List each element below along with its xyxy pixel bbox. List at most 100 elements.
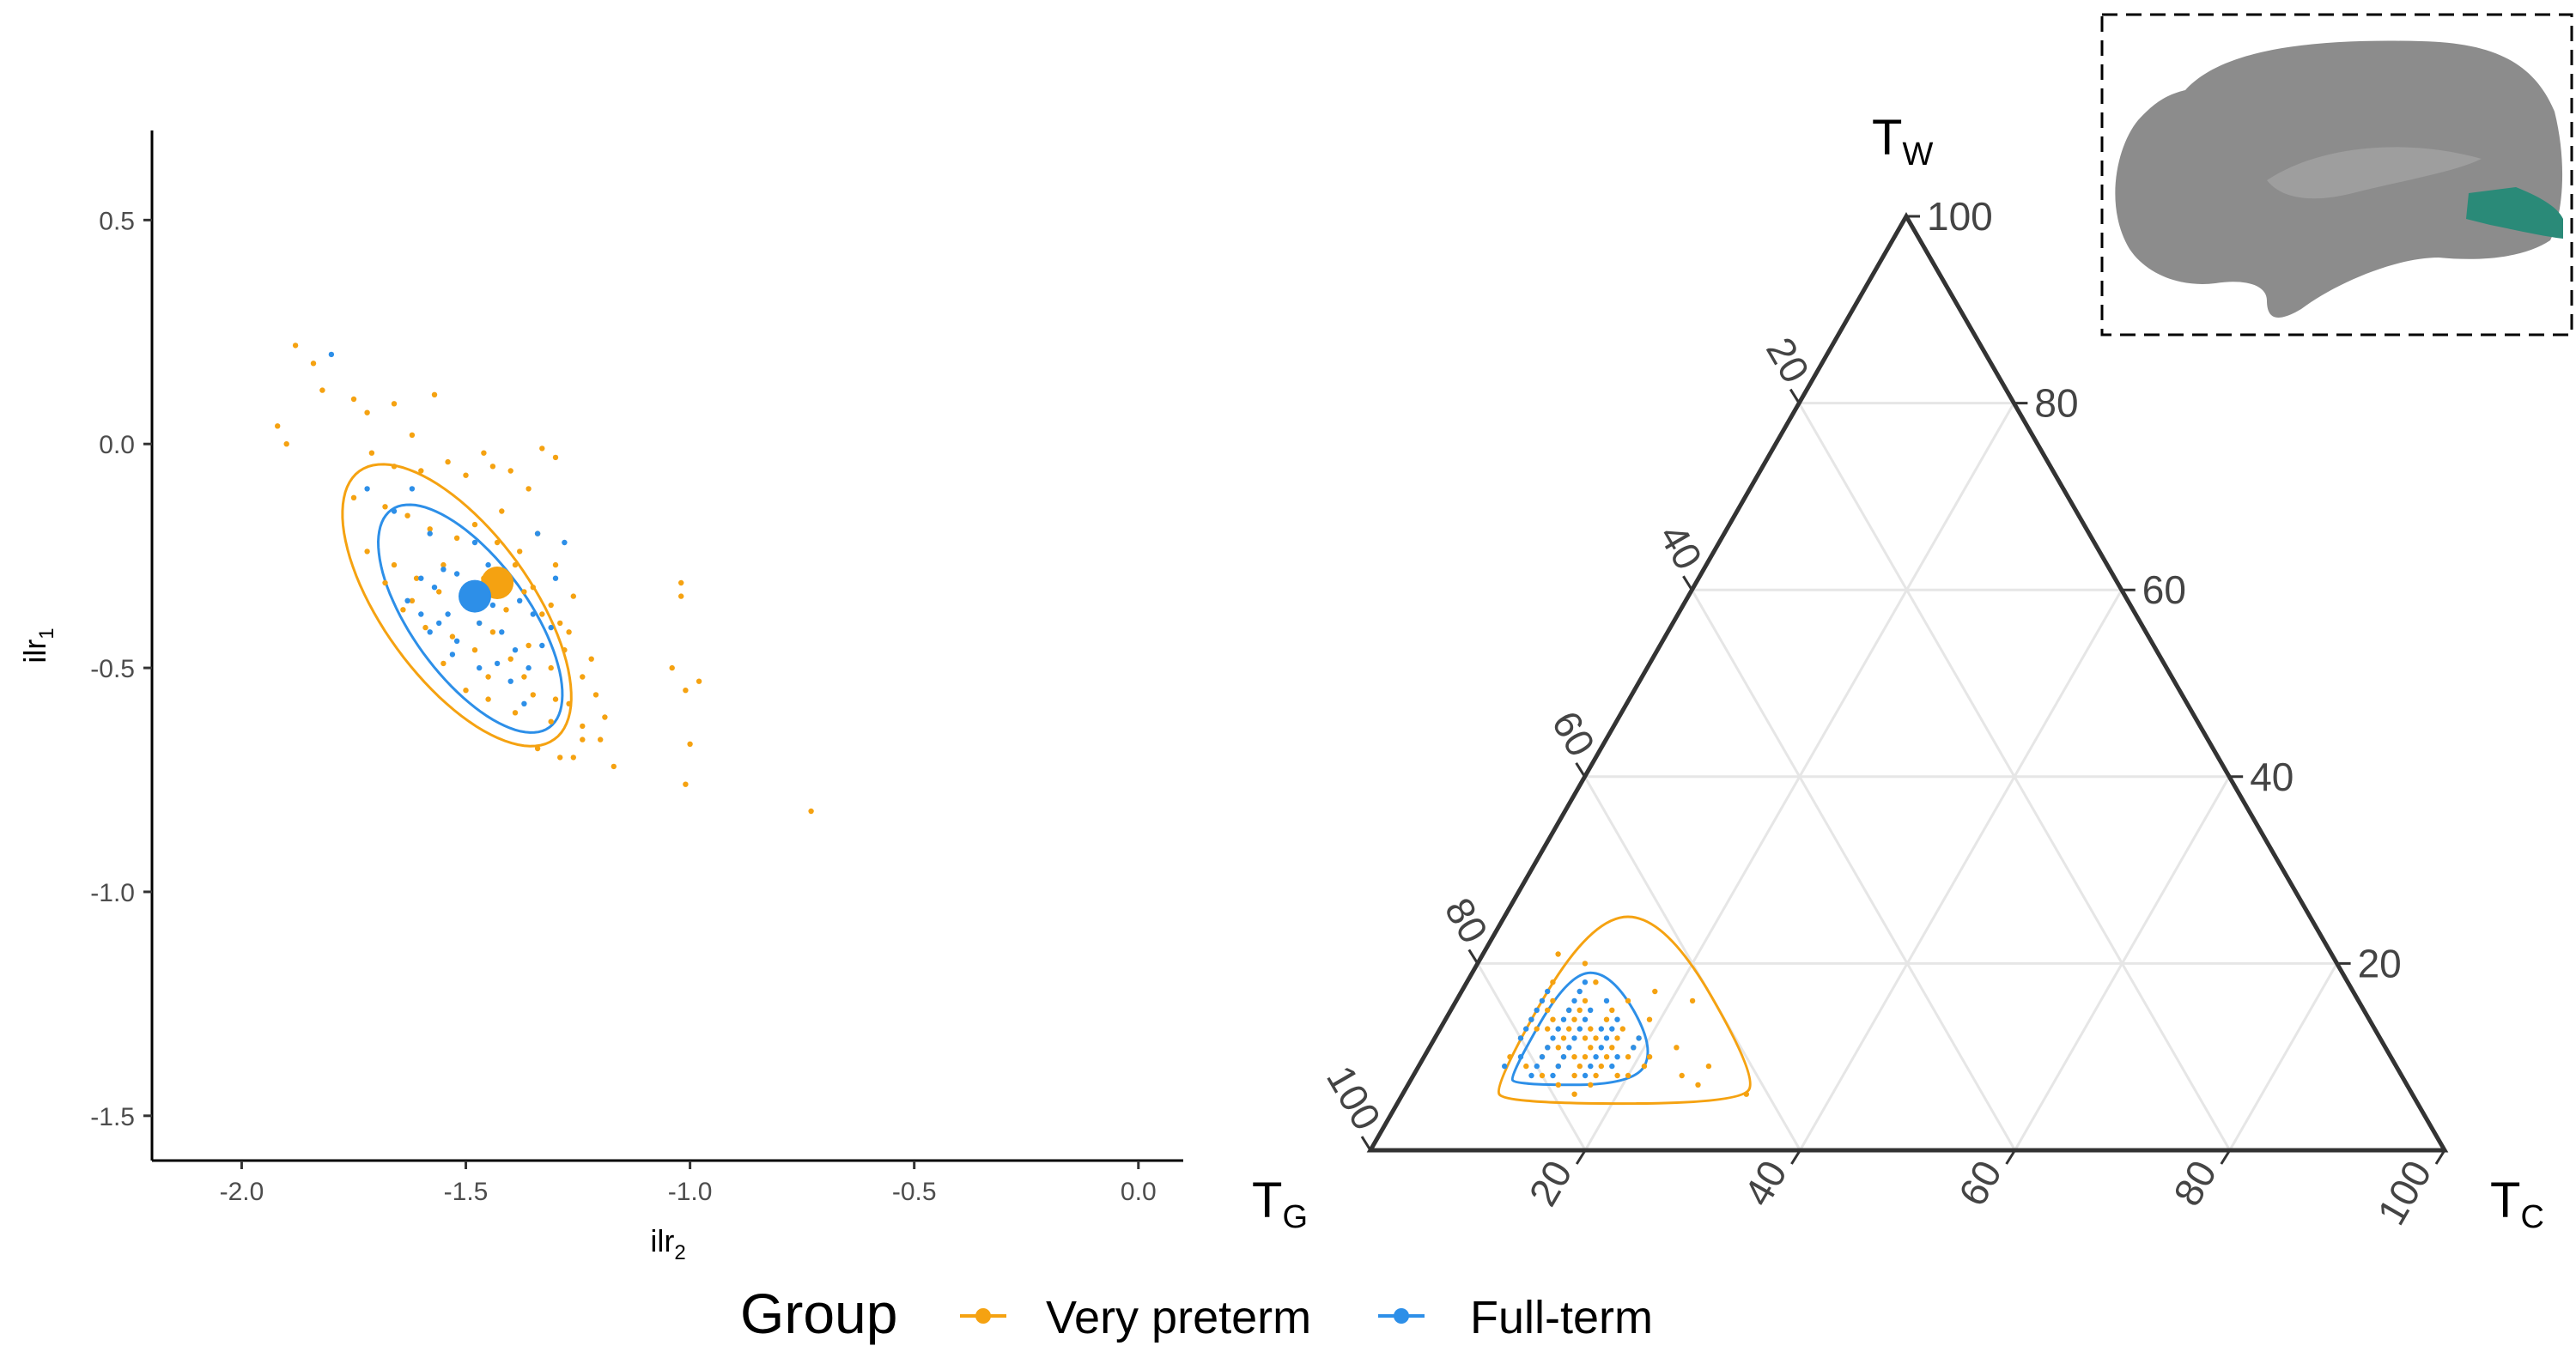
- scatter-point-full_term: [440, 567, 447, 573]
- ternary-point-very_preterm: [1593, 1035, 1599, 1041]
- y-tick-label: -1.0: [90, 879, 135, 907]
- grid-line-c: [1799, 589, 2123, 1151]
- ellipse-full_term: [376, 503, 564, 734]
- scatter-point-full_term: [471, 539, 478, 546]
- ternary-point-very_preterm: [1593, 1072, 1599, 1079]
- scatter-point-very_preterm: [557, 620, 563, 627]
- scatter-point-very_preterm: [588, 656, 594, 662]
- scatter-point-very_preterm: [808, 808, 814, 815]
- ternary-point-full_term: [1560, 1016, 1567, 1022]
- scatter-point-full_term: [449, 652, 456, 658]
- scatter-point-very_preterm: [669, 664, 675, 671]
- ternary-point-very_preterm: [1571, 1091, 1577, 1097]
- ternary-point-full_term: [1517, 1054, 1524, 1060]
- legend-title: Group: [740, 1282, 897, 1345]
- ternary-point-very_preterm: [1582, 997, 1589, 1004]
- scatter-point-very_preterm: [580, 737, 586, 743]
- tick-mark-g: [1360, 1136, 1372, 1151]
- ternary-point-very_preterm: [1582, 961, 1589, 967]
- ternary-point-very_preterm: [1588, 1026, 1594, 1032]
- scatter-point-very_preterm: [350, 494, 357, 500]
- grid-line-g: [1583, 776, 1801, 1151]
- ternary-point-full_term: [1614, 1016, 1620, 1022]
- ternary-point-very_preterm: [1550, 997, 1556, 1004]
- grid-line-c: [2014, 776, 2231, 1151]
- tick-label-c: 20: [1520, 1153, 1581, 1213]
- ternary-point-very_preterm: [1582, 1035, 1589, 1041]
- ternary-point-full_term: [1614, 1054, 1620, 1060]
- scatter-point-full_term: [530, 611, 536, 617]
- ternary-point-full_term: [1582, 1016, 1589, 1022]
- ternary-point-very_preterm: [1625, 997, 1631, 1004]
- ternary-point-very_preterm: [1577, 1063, 1583, 1070]
- scatter-point-full_term: [427, 530, 433, 537]
- scatter-point-full_term: [485, 561, 491, 568]
- tick-label-w: 100: [1927, 194, 1993, 239]
- scatter-points: [275, 343, 814, 815]
- scatter-point-full_term: [499, 629, 505, 635]
- group-centroids: [459, 567, 514, 613]
- ternary-point-full_term: [1603, 997, 1610, 1004]
- ternary-point-full_term: [1523, 1026, 1529, 1032]
- ternary-point-full_term: [1588, 1007, 1594, 1014]
- scatter-point-very_preterm: [292, 343, 299, 349]
- scatter-point-very_preterm: [562, 647, 568, 653]
- ternary-point-full_term: [1502, 1063, 1508, 1070]
- ternary-point-very_preterm: [1674, 1045, 1680, 1051]
- tick-mark-c: [1790, 1149, 1801, 1165]
- ternary-point-full_term: [1528, 1016, 1534, 1022]
- scatter-point-very_preterm: [364, 549, 370, 555]
- ternary-point-full_term: [1571, 1035, 1577, 1041]
- scatter-point-very_preterm: [382, 504, 388, 510]
- ternary-point-full_term: [1539, 997, 1546, 1004]
- ternary-point-very_preterm: [1560, 1035, 1567, 1041]
- scatter-point-very_preterm: [489, 464, 496, 470]
- scatter-point-very_preterm: [499, 508, 505, 514]
- ternary-point-very_preterm: [1507, 1054, 1513, 1060]
- ternary-point-full_term: [1555, 1063, 1562, 1070]
- scatter-point-very_preterm: [580, 723, 586, 730]
- scatter-point-very_preterm: [580, 674, 586, 680]
- ternary-point-very_preterm: [1641, 1063, 1648, 1070]
- scatter-point-very_preterm: [436, 589, 442, 595]
- ternary-point-very_preterm: [1571, 1016, 1577, 1022]
- ternary-point-full_term: [1545, 1045, 1551, 1051]
- scatter-point-full_term: [391, 508, 398, 514]
- scatter-point-very_preterm: [557, 755, 563, 761]
- ternary-point-very_preterm: [1603, 1054, 1610, 1060]
- scatter-point-very_preterm: [512, 561, 519, 568]
- ternary-point-full_term: [1517, 1035, 1524, 1041]
- scatter-point-very_preterm: [404, 512, 410, 518]
- brain-inset: [2100, 13, 2573, 336]
- vertex-label-tg: TG: [1252, 1173, 1308, 1235]
- scatter-point-very_preterm: [683, 688, 689, 694]
- scatter-point-very_preterm: [409, 597, 416, 603]
- scatter-point-very_preterm: [382, 579, 388, 586]
- ternary-point-very_preterm: [1625, 1054, 1631, 1060]
- scatter-point-full_term: [328, 351, 335, 358]
- ternary-point-full_term: [1598, 1045, 1605, 1051]
- ternary-point-full_term: [1545, 988, 1551, 995]
- x-axis-title: ilr2: [650, 1223, 685, 1264]
- ternary-point-full_term: [1550, 1072, 1556, 1079]
- legend-item-very-preterm: Very preterm: [960, 1292, 1311, 1343]
- scatter-point-very_preterm: [503, 607, 509, 613]
- ternary-point-very_preterm: [1566, 1026, 1572, 1032]
- scatter-point-very_preterm: [409, 432, 416, 438]
- ternary-point-very_preterm: [1588, 1045, 1594, 1051]
- ternary-point-very_preterm: [1609, 1045, 1615, 1051]
- legend: Group Very preterm Full-term: [740, 1282, 1653, 1345]
- scatter-point-full_term: [526, 664, 532, 671]
- grid-line-g: [1691, 589, 2016, 1151]
- ternary-point-full_term: [1609, 1063, 1615, 1070]
- scatter-point-very_preterm: [598, 737, 604, 743]
- scatter-point-very_preterm: [427, 526, 433, 532]
- ternary-point-very_preterm: [1539, 1072, 1546, 1079]
- x-tick-label: 0.0: [1121, 1178, 1157, 1206]
- ternary-point-full_term: [1577, 988, 1583, 995]
- ternary-point-full_term: [1598, 1026, 1605, 1032]
- ternary-point-full_term: [1609, 1026, 1615, 1032]
- scatter-point-full_term: [431, 585, 438, 591]
- scatter-point-very_preterm: [530, 692, 536, 698]
- scatter-point-very_preterm: [548, 602, 554, 609]
